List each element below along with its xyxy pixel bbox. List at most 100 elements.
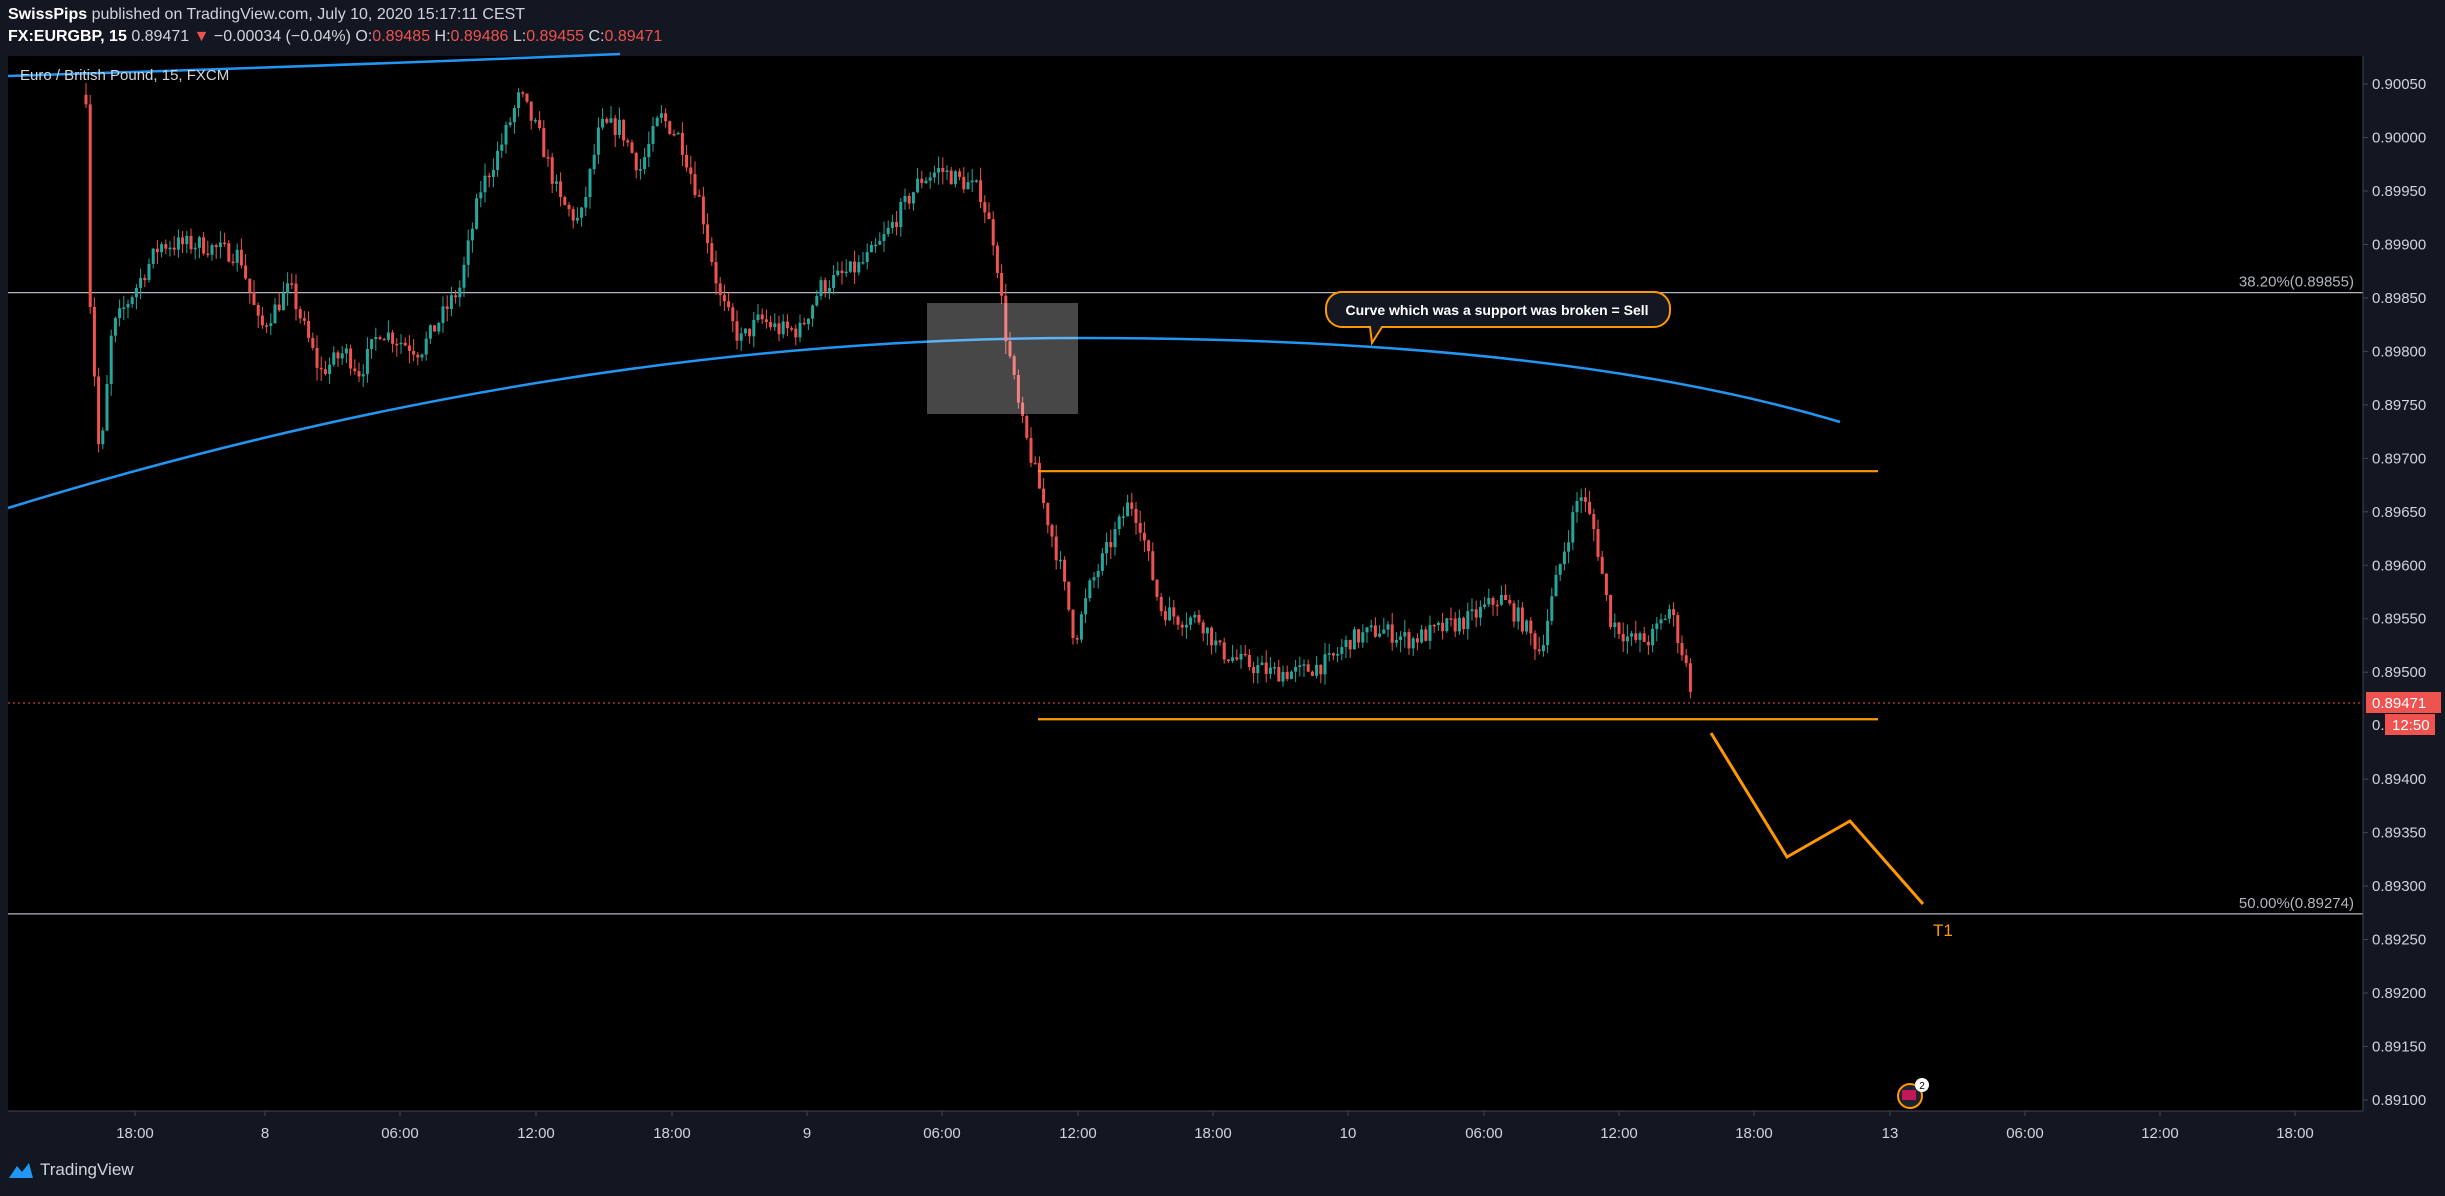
y-tick-label: 0.90050 xyxy=(2372,76,2426,93)
candle xyxy=(1554,565,1558,597)
candle xyxy=(832,265,836,295)
x-tick-label: 18:00 xyxy=(116,1125,154,1142)
candle xyxy=(945,165,949,180)
candle xyxy=(206,240,210,258)
candle xyxy=(1264,650,1268,683)
candle xyxy=(1453,612,1457,638)
candle xyxy=(937,156,941,185)
x-tick-label: 18:00 xyxy=(2276,1125,2314,1142)
candle xyxy=(323,360,327,376)
candle xyxy=(1298,656,1302,677)
candle xyxy=(1285,665,1289,682)
down-arrow-icon: ▼ xyxy=(193,28,210,45)
candle xyxy=(1659,613,1663,630)
candle xyxy=(739,327,743,351)
candle xyxy=(1239,645,1243,669)
header: SwissPips published on TradingView.com, … xyxy=(0,0,2445,56)
candle xyxy=(1168,596,1172,621)
x-tick-label: 18:00 xyxy=(1194,1125,1232,1142)
candle xyxy=(563,195,567,206)
candle xyxy=(193,242,197,260)
y-tick-label: 0.89950 xyxy=(2372,183,2426,200)
candle xyxy=(374,327,378,351)
candle xyxy=(382,337,386,341)
candle xyxy=(437,321,441,335)
candle xyxy=(798,314,802,343)
overlay-layer: 38.20%(0.89855) 50.00%(0.89274) T1 Curve wh… xyxy=(8,274,2363,1109)
candle xyxy=(1495,600,1499,616)
last-price-tag-label: 0.89471 xyxy=(2372,695,2426,712)
fib-level-label: 38.20%(0.89855) xyxy=(2239,274,2354,291)
candle xyxy=(1541,634,1545,657)
candle xyxy=(538,111,542,131)
candle xyxy=(1331,652,1335,661)
candle xyxy=(1340,638,1344,661)
candle xyxy=(907,192,911,210)
candle xyxy=(1508,594,1512,606)
candle xyxy=(1113,521,1117,556)
candle xyxy=(995,241,999,279)
open-value: 0.89485 xyxy=(372,28,431,45)
candle xyxy=(214,243,218,259)
candle xyxy=(101,427,105,450)
candle xyxy=(651,116,655,152)
tradingview-brand[interactable]: TradingView xyxy=(8,1160,134,1180)
candle xyxy=(811,304,815,327)
candle xyxy=(391,329,395,353)
candle xyxy=(416,351,420,366)
candle xyxy=(764,309,768,329)
candle xyxy=(613,114,617,148)
y-tick-label: 0.89650 xyxy=(2372,504,2426,521)
candle xyxy=(941,157,945,185)
candle xyxy=(1625,624,1629,654)
candle xyxy=(878,232,882,246)
candle xyxy=(1180,621,1184,637)
author-name[interactable]: SwissPips xyxy=(8,6,88,23)
candle xyxy=(1306,659,1310,673)
high-value: 0.89486 xyxy=(450,28,509,45)
candle xyxy=(769,315,773,331)
candle xyxy=(1210,626,1214,655)
candle xyxy=(680,122,684,166)
candle xyxy=(160,242,164,258)
candle xyxy=(332,346,336,368)
candle xyxy=(386,320,390,343)
candle xyxy=(1483,596,1487,610)
candle xyxy=(689,155,693,185)
candle xyxy=(1218,639,1222,646)
candle xyxy=(109,329,113,396)
event-count: 2 xyxy=(1919,1081,1925,1092)
candle xyxy=(1235,649,1239,662)
last-price-tag xyxy=(2366,692,2441,713)
candle xyxy=(1050,523,1054,548)
candle xyxy=(987,202,991,220)
candle xyxy=(588,167,592,209)
candle xyxy=(1474,600,1478,628)
candle xyxy=(895,211,899,236)
candle xyxy=(634,151,638,179)
candle xyxy=(1319,664,1323,684)
candle xyxy=(475,193,479,230)
candle xyxy=(500,133,504,158)
y-tick-label: 0.89400 xyxy=(2372,771,2426,788)
candle xyxy=(1403,619,1407,648)
candle xyxy=(1655,617,1659,642)
candle xyxy=(903,188,907,210)
candle xyxy=(1163,606,1167,626)
candle xyxy=(1273,662,1277,675)
candle xyxy=(1151,542,1155,582)
candle xyxy=(806,318,810,331)
candle xyxy=(1533,630,1537,661)
candle xyxy=(1684,648,1688,668)
candle xyxy=(1025,414,1029,441)
candle xyxy=(185,230,189,254)
candle xyxy=(659,104,663,124)
candle xyxy=(1067,581,1071,612)
candle xyxy=(487,172,491,188)
candle xyxy=(361,364,365,388)
chart-area[interactable] xyxy=(8,56,2363,1111)
candle xyxy=(1189,615,1193,631)
symbol-label: FX:EURGBP, 15 xyxy=(8,28,127,45)
candle xyxy=(743,328,747,337)
